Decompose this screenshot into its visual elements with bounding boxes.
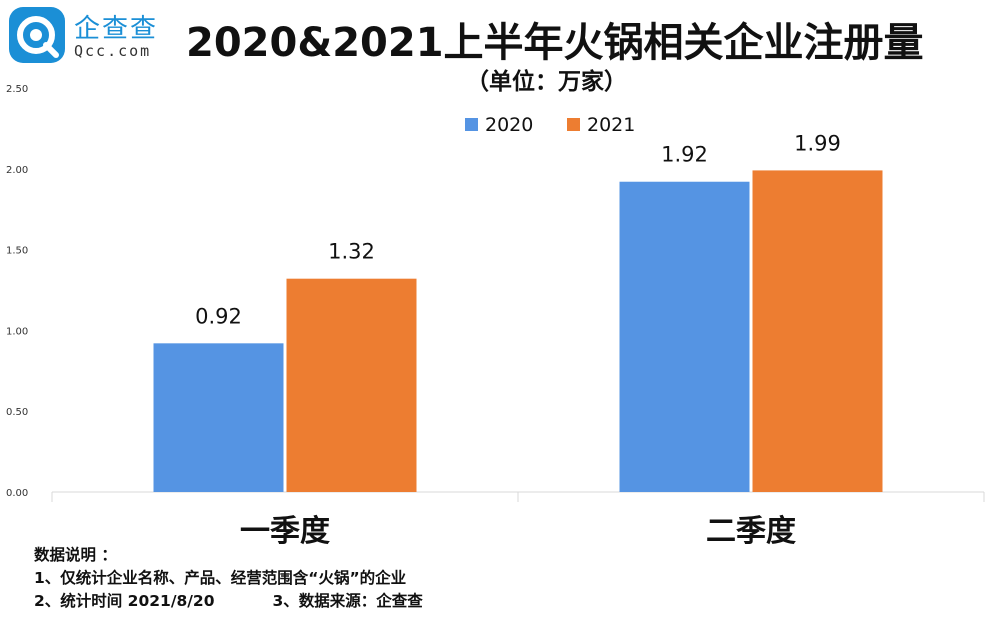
data-label: 0.92 — [195, 304, 242, 328]
data-notes: 数据说明 ： 1、仅统计企业名称、产品、经营范围含“火锅”的企业 2、统计时间 … — [34, 544, 423, 613]
notes-line-1: 1、仅统计企业名称、产品、经营范围含“火锅”的企业 — [34, 569, 407, 587]
data-label: 1.99 — [794, 131, 841, 155]
legend-swatch-2020 — [465, 118, 478, 131]
bar-2020-1 — [153, 343, 284, 492]
qcc-logo-icon — [9, 7, 65, 63]
category-label: 一季度 — [240, 514, 330, 549]
notes-line-2: 2、统计时间 2021/8/20 3、数据来源：企查查 — [34, 590, 423, 613]
y-tick-label: 0.00 — [6, 488, 28, 499]
bar-2021-2 — [752, 170, 883, 492]
notes-heading: 数据说明 ： — [34, 546, 117, 564]
y-tick-label: 2.50 — [6, 84, 28, 95]
chart-title: 2020&2021上半年火锅相关企业注册量 — [186, 20, 924, 66]
data-label: 1.92 — [661, 143, 708, 167]
brand-domain: Qcc.com — [74, 42, 152, 60]
legend-label-2021: 2021 — [587, 114, 635, 136]
chart-subtitle: （单位：万家） — [466, 69, 627, 95]
notes-line-2a: 2、统计时间 2021/8/20 — [34, 592, 215, 610]
y-tick-label: 1.50 — [6, 246, 28, 257]
notes-line-2b: 3、数据来源：企查查 — [272, 592, 423, 610]
y-tick-label: 0.50 — [6, 407, 28, 418]
legend-label-2020: 2020 — [485, 114, 533, 136]
bar-2020-2 — [619, 181, 750, 492]
bar-2021-1 — [286, 278, 417, 492]
data-label: 1.32 — [328, 240, 375, 264]
legend-swatch-2021 — [567, 118, 580, 131]
category-label: 二季度 — [706, 514, 796, 549]
brand-name: 企查查 — [74, 14, 159, 44]
qcc-logo: 企查查 Qcc.com — [8, 6, 178, 64]
y-tick-label: 2.00 — [6, 165, 28, 176]
y-tick-label: 1.00 — [6, 326, 28, 337]
